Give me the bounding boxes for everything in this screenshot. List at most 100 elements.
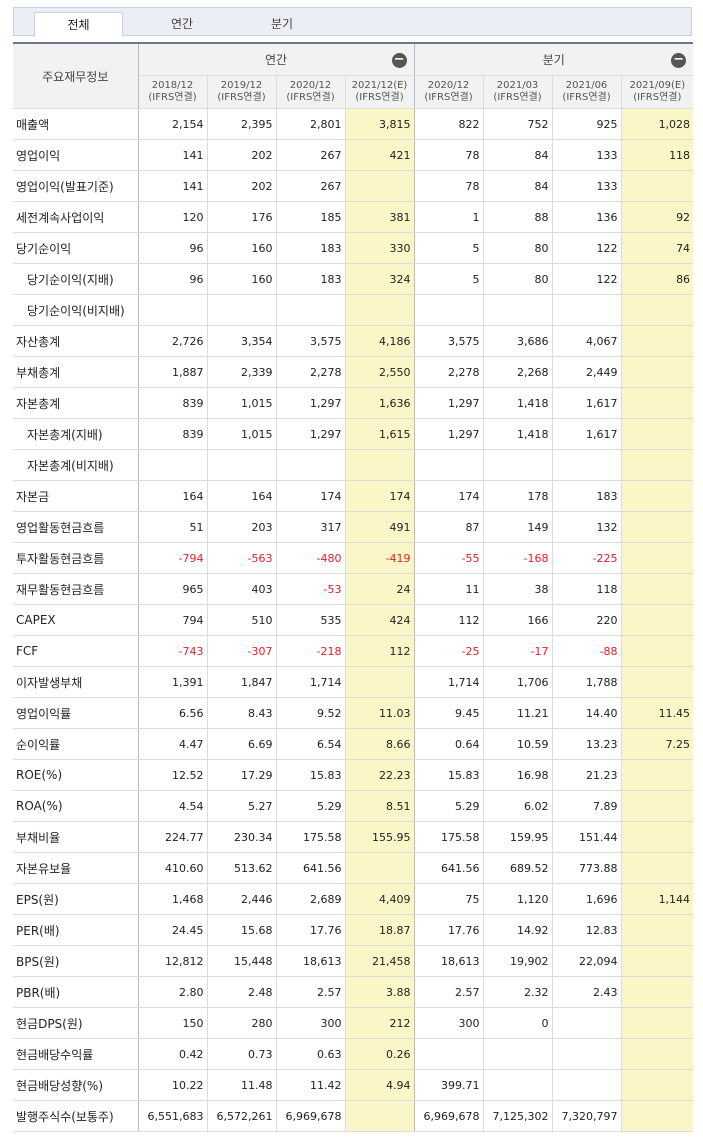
table-cell: 1,297 [275,387,345,419]
table-cell: 2,801 [275,108,345,140]
table-cell: -794 [137,542,207,574]
column-period: 2020/12 [289,80,332,91]
table-cell [344,294,415,326]
table-cell [620,821,694,853]
table-row: 투자활동현금흐름 -794 -563 -480 -419 -55 -168 -225 [13,542,694,574]
column-header: 2021/03 (IFRS연결) [482,75,553,109]
table-cell: 794 [137,604,207,636]
table-row: 영업이익 141 202 267 421 78 84 133 118 [13,139,694,171]
row-label: 순이익률 [13,728,139,760]
table-cell: 300 [275,1007,345,1039]
table-cell [551,449,622,481]
table-cell: 5.27 [206,790,276,822]
table-row: 자본총계(비지배) [13,449,694,481]
table-cell: 2,268 [482,356,553,388]
table-cell: 267 [275,139,345,171]
table-cell: 2,550 [344,356,415,388]
table-cell: 14.92 [482,914,553,946]
row-label: 자본총계(지배) [13,418,139,450]
table-cell: 839 [137,418,207,450]
table-cell: 513.62 [206,852,276,884]
column-period: 2021/03 [496,80,539,91]
table-row: 영업이익(발표기준) 141 202 267 78 84 133 [13,170,694,202]
table-cell [551,1038,622,1070]
table-cell: 149 [482,511,553,543]
table-cell: 0.26 [344,1038,415,1070]
table-row: BPS(원) 12,812 15,448 18,613 21,458 18,613 19,9… [13,945,694,977]
table-cell [620,542,694,574]
table-row: 당기순이익(지배) 96 160 183 324 5 80 122 86 [13,263,694,295]
table-row: 자본금 164 164 174 174 174 178 183 [13,480,694,512]
table-cell: 51 [137,511,207,543]
table-cell: 4.94 [344,1069,415,1101]
collapse-quarterly-icon[interactable]: − [671,53,687,68]
column-period: 2018/12 [151,80,194,91]
table-cell [344,449,415,481]
table-cell: 2.43 [551,976,622,1008]
column-header: 2020/12 (IFRS연결) [275,75,345,109]
table-cell: 822 [413,108,484,140]
table-cell: 1,120 [482,883,553,915]
table-cell: 3,815 [344,108,415,140]
table-cell: 2.57 [413,976,484,1008]
table-cell: 1,297 [413,387,484,419]
table-cell [620,914,694,946]
table-cell: 19,902 [482,945,553,977]
table-cell: 17.76 [413,914,484,946]
table-cell: 15.83 [275,759,345,791]
table-cell: 4.54 [137,790,207,822]
table-row: 자본총계 839 1,015 1,297 1,636 1,297 1,418 1,617 [13,387,694,419]
table-cell [413,449,484,481]
table-row: 부채총계 1,887 2,339 2,278 2,550 2,278 2,268 2,449 [13,356,694,388]
table-cell [344,666,415,698]
table-row: 현금배당성향(%) 10.22 11.48 11.42 4.94 399.71 [13,1069,694,1101]
table-cell: 12,812 [137,945,207,977]
collapse-annual-icon[interactable]: − [391,53,407,68]
table-cell: 965 [137,573,207,605]
table-cell: 1,617 [551,418,622,450]
table-cell [620,945,694,977]
table-cell: 160 [206,263,276,295]
table-cell: 12.52 [137,759,207,791]
table-cell: 11.03 [344,697,415,729]
table-cell: 133 [551,170,622,202]
tab-all[interactable]: 전체 [34,12,123,37]
financial-summary-table: 주요재무정보 연간 − 분기 − 2018/12 (IFRS연결) 2019/12(… [13,42,694,1132]
table-row: 세전계속사업이익 120 176 185 381 1 88 136 92 [13,201,694,233]
table-row: 재무활동현금흐름 965 403 -53 24 11 38 118 [13,573,694,605]
table-cell: 424 [344,604,415,636]
table-cell: 330 [344,232,415,264]
table-cell: 5.29 [413,790,484,822]
column-header: 2021/09(E) (IFRS연결) [620,75,694,109]
table-cell: 8.51 [344,790,415,822]
table-cell: 202 [206,139,276,171]
table-cell: 324 [344,263,415,295]
table-cell: -53 [275,573,345,605]
table-cell: 150 [137,1007,207,1039]
table-cell: 510 [206,604,276,636]
group-header-annual-label: 연간 [264,53,288,67]
column-period: 2019/12 [220,80,263,91]
table-cell: 267 [275,170,345,202]
tab-annual[interactable]: 연간 [170,17,194,31]
table-cell: 1,887 [137,356,207,388]
row-label: 투자활동현금흐름 [13,542,139,574]
table-cell: 2,689 [275,883,345,915]
table-cell [620,759,694,791]
table-cell: 38 [482,573,553,605]
table-cell: 118 [620,139,694,171]
table-cell: 0.42 [137,1038,207,1070]
table-cell: 178 [482,480,553,512]
table-cell: 75 [413,883,484,915]
table-cell: -419 [344,542,415,574]
table-cell: 2.80 [137,976,207,1008]
table-cell: 0.63 [275,1038,345,1070]
table-cell [620,666,694,698]
table-row: 현금배당수익률 0.42 0.73 0.63 0.26 [13,1038,694,1070]
table-cell: 1,696 [551,883,622,915]
row-label: 영업이익(발표기준) [13,170,139,202]
table-cell: 133 [551,139,622,171]
column-basis: (IFRS연결) [148,92,197,103]
tab-quarterly[interactable]: 분기 [270,17,294,31]
row-label: 매출액 [13,108,139,140]
